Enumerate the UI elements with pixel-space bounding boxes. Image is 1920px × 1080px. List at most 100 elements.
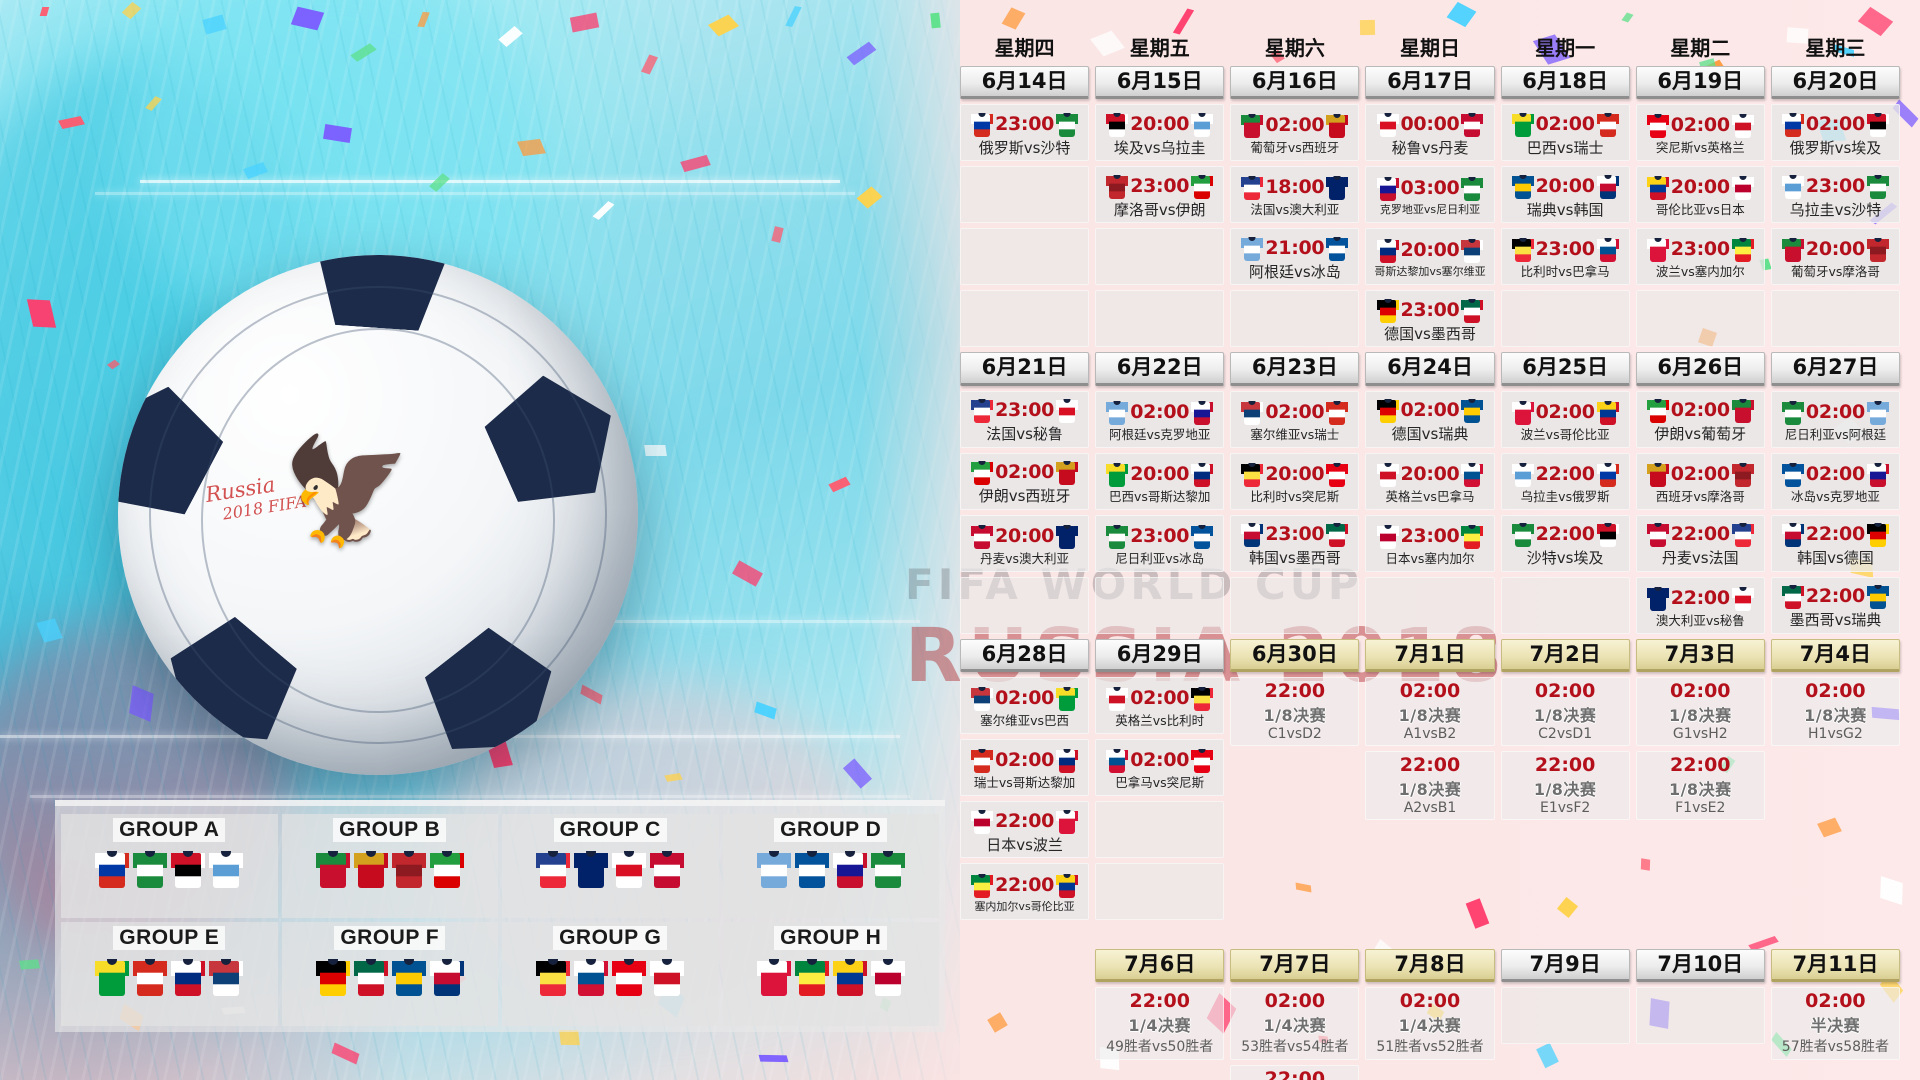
group-match-cell[interactable]: 23:00 德国vs墨西哥 bbox=[1365, 290, 1495, 348]
group-cell-c[interactable]: GROUP C bbox=[502, 814, 719, 918]
group-match-cell[interactable]: 02:00 巴西vs瑞士 bbox=[1500, 104, 1630, 162]
group-match-cell[interactable]: 02:00 俄罗斯vs埃及 bbox=[1770, 104, 1900, 162]
group-match-cell[interactable]: 02:00 瑞士vs哥斯达黎加 bbox=[960, 738, 1090, 796]
date-chip[interactable]: 7月6日 bbox=[1095, 948, 1225, 982]
group-match-cell[interactable]: 20:00 哥斯达黎加vs塞尔维亚 bbox=[1365, 228, 1495, 286]
date-chip[interactable]: 7月8日 bbox=[1365, 948, 1495, 982]
knockout-match-cell[interactable]: 22:00 1/8决赛 F1vsE2 bbox=[1635, 750, 1765, 820]
group-match-cell[interactable]: 02:00 英格兰vs比利时 bbox=[1095, 676, 1225, 734]
knockout-match-cell[interactable]: 02:00 1/8决赛 H1vsG2 bbox=[1770, 676, 1900, 746]
group-match-cell[interactable]: 02:00 伊朗vs葡萄牙 bbox=[1635, 390, 1765, 448]
group-match-cell[interactable]: 02:00 突尼斯vs英格兰 bbox=[1635, 104, 1765, 162]
group-cell-h[interactable]: GROUP H bbox=[722, 922, 939, 1026]
date-chip[interactable]: 7月2日 bbox=[1500, 638, 1630, 672]
date-chip[interactable]: 6月25日 bbox=[1500, 352, 1630, 386]
group-match-cell[interactable]: 22:00 塞内加尔vs哥伦比亚 bbox=[960, 862, 1090, 920]
date-chip[interactable]: 6月14日 bbox=[960, 66, 1090, 100]
group-match-cell[interactable]: 20:00 丹麦vs澳大利亚 bbox=[960, 514, 1090, 572]
team-jersey-icon bbox=[971, 808, 994, 834]
team-jersey-icon bbox=[1731, 174, 1754, 201]
date-chip[interactable]: 6月26日 bbox=[1635, 352, 1765, 386]
date-chip[interactable]: 6月27日 bbox=[1770, 352, 1900, 386]
date-chip[interactable]: 6月30日 bbox=[1230, 638, 1360, 672]
group-match-cell[interactable]: 20:00 瑞典vs韩国 bbox=[1500, 166, 1630, 224]
team-jersey-icon bbox=[1376, 461, 1399, 487]
knockout-match-cell[interactable]: 22:001/4决赛55胜者vs56胜者 bbox=[1230, 1065, 1360, 1080]
group-match-cell[interactable]: 20:00 哥伦比亚vs日本 bbox=[1635, 166, 1765, 224]
group-match-cell[interactable]: 02:00 波兰vs哥伦比亚 bbox=[1500, 390, 1630, 448]
knockout-match-cell[interactable]: 22:00 1/8决赛 C1vsD2 bbox=[1230, 676, 1360, 746]
date-chip[interactable]: 6月23日 bbox=[1230, 352, 1360, 386]
calendar-day-column: 6月20日 02:00 俄罗斯vs埃及 23:00 乌拉圭vs沙特 20:00 葡萄牙vs摩… bbox=[1770, 66, 1900, 352]
group-match-cell[interactable]: 23:00 波兰vs塞内加尔 bbox=[1635, 228, 1765, 286]
knockout-match-cell[interactable]: 02:00 1/8决赛 C2vsD1 bbox=[1500, 676, 1630, 746]
knockout-match-cell[interactable]: 02:00 1/4决赛 53胜者vs54胜者 bbox=[1230, 987, 1360, 1060]
group-match-cell[interactable]: 20:00 英格兰vs巴拿马 bbox=[1365, 452, 1495, 510]
knockout-match-cell[interactable]: 22:00 1/8决赛 A2vsB1 bbox=[1365, 750, 1495, 820]
group-cell-b[interactable]: GROUP B bbox=[281, 814, 498, 918]
group-match-cell[interactable]: 23:00 乌拉圭vs沙特 bbox=[1770, 166, 1900, 224]
date-chip[interactable]: 6月24日 bbox=[1365, 352, 1495, 386]
group-match-cell[interactable]: 23:00 韩国vs墨西哥 bbox=[1230, 514, 1360, 572]
group-match-cell[interactable]: 23:00 日本vs塞内加尔 bbox=[1365, 514, 1495, 572]
date-chip[interactable]: 7月11日 bbox=[1770, 948, 1900, 982]
group-match-cell[interactable]: 02:00 德国vs瑞典 bbox=[1365, 390, 1495, 448]
date-chip[interactable]: 7月3日 bbox=[1635, 638, 1765, 672]
knockout-match-cell[interactable]: 22:00 1/8决赛 E1vsF2 bbox=[1500, 750, 1630, 820]
group-match-cell[interactable]: 02:00 塞尔维亚vs巴西 bbox=[960, 676, 1090, 734]
date-chip[interactable]: 7月7日 bbox=[1230, 948, 1360, 982]
group-match-cell[interactable]: 02:00 阿根廷vs克罗地亚 bbox=[1095, 390, 1225, 448]
date-chip[interactable]: 6月21日 bbox=[960, 352, 1090, 386]
group-match-cell[interactable]: 22:00 墨西哥vs瑞典 bbox=[1770, 576, 1900, 634]
knockout-match-cell[interactable]: 02:00 1/8决赛 G1vsH2 bbox=[1635, 676, 1765, 746]
date-chip[interactable]: 7月4日 bbox=[1770, 638, 1900, 672]
group-match-cell[interactable]: 22:00 沙特vs埃及 bbox=[1500, 514, 1630, 572]
knockout-match-cell[interactable]: 02:00 半决赛 57胜者vs58胜者 bbox=[1770, 987, 1900, 1060]
group-match-cell[interactable]: 22:00 韩国vs德国 bbox=[1770, 514, 1900, 572]
group-match-cell[interactable]: 23:00 法国vs秘鲁 bbox=[960, 390, 1090, 448]
group-match-cell[interactable]: 20:00 葡萄牙vs摩洛哥 bbox=[1770, 228, 1900, 286]
group-match-cell[interactable]: 21:00 阿根廷vs冰岛 bbox=[1230, 228, 1360, 286]
group-match-cell[interactable]: 02:00 葡萄牙vs西班牙 bbox=[1230, 104, 1360, 162]
knockout-match-cell[interactable]: 02:00 1/4决赛 51胜者vs52胜者 bbox=[1365, 987, 1495, 1060]
date-chip[interactable]: 6月20日 bbox=[1770, 66, 1900, 100]
group-match-cell[interactable]: 22:00 乌拉圭vs俄罗斯 bbox=[1500, 452, 1630, 510]
group-match-cell[interactable]: 03:00 克罗地亚vs尼日利亚 bbox=[1365, 166, 1495, 224]
group-match-cell[interactable]: 18:00 法国vs澳大利亚 bbox=[1230, 166, 1360, 224]
group-match-cell[interactable]: 02:00 尼日利亚vs阿根廷 bbox=[1770, 390, 1900, 448]
group-match-cell[interactable]: 00:00 秘鲁vs丹麦 bbox=[1365, 104, 1495, 162]
date-chip[interactable]: 6月19日 bbox=[1635, 66, 1765, 100]
date-chip[interactable]: 7月1日 bbox=[1365, 638, 1495, 672]
date-chip[interactable]: 6月15日 bbox=[1095, 66, 1225, 100]
knockout-match-cell[interactable]: 22:00 1/4决赛 49胜者vs50胜者 bbox=[1095, 987, 1225, 1060]
date-chip[interactable]: 6月29日 bbox=[1095, 638, 1225, 672]
group-cell-g[interactable]: GROUP G bbox=[502, 922, 719, 1026]
group-match-cell[interactable]: 22:00 澳大利亚vs秘鲁 bbox=[1635, 576, 1765, 634]
group-match-cell[interactable]: 22:00 丹麦vs法国 bbox=[1635, 514, 1765, 572]
group-cell-f[interactable]: GROUP F bbox=[281, 922, 498, 1026]
date-chip[interactable]: 6月18日 bbox=[1500, 66, 1630, 100]
date-chip[interactable]: 6月17日 bbox=[1365, 66, 1495, 100]
group-match-cell[interactable]: 02:00 伊朗vs西班牙 bbox=[960, 452, 1090, 510]
group-match-cell[interactable]: 23:00 尼日利亚vs冰岛 bbox=[1095, 514, 1225, 572]
group-match-cell[interactable]: 20:00 巴西vs哥斯达黎加 bbox=[1095, 452, 1225, 510]
date-chip[interactable]: 6月16日 bbox=[1230, 66, 1360, 100]
group-match-cell[interactable]: 02:00 巴拿马vs突尼斯 bbox=[1095, 738, 1225, 796]
group-match-cell[interactable]: 23:00 摩洛哥vs伊朗 bbox=[1095, 166, 1225, 224]
group-match-cell[interactable]: 02:00 西班牙vs摩洛哥 bbox=[1635, 452, 1765, 510]
date-chip[interactable]: 6月22日 bbox=[1095, 352, 1225, 386]
knockout-match-cell[interactable]: 02:00 1/8决赛 A1vsB2 bbox=[1365, 676, 1495, 746]
group-match-cell[interactable]: 23:00 俄罗斯vs沙特 bbox=[960, 104, 1090, 162]
group-cell-e[interactable]: GROUP E bbox=[61, 922, 278, 1026]
group-cell-d[interactable]: GROUP D bbox=[722, 814, 939, 918]
group-match-cell[interactable]: 02:00 冰岛vs克罗地亚 bbox=[1770, 452, 1900, 510]
group-match-cell[interactable]: 22:00 日本vs波兰 bbox=[960, 800, 1090, 858]
group-match-cell[interactable]: 20:00 埃及vs乌拉圭 bbox=[1095, 104, 1225, 162]
group-match-cell[interactable]: 20:00 比利时vs突尼斯 bbox=[1230, 452, 1360, 510]
date-chip[interactable]: 6月28日 bbox=[960, 638, 1090, 672]
group-match-cell[interactable]: 23:00 比利时vs巴拿马 bbox=[1500, 228, 1630, 286]
date-chip[interactable]: 7月10日 bbox=[1635, 948, 1765, 982]
date-chip[interactable]: 7月9日 bbox=[1500, 948, 1630, 982]
group-match-cell[interactable]: 02:00 塞尔维亚vs瑞士 bbox=[1230, 390, 1360, 448]
group-cell-a[interactable]: GROUP A bbox=[61, 814, 278, 918]
